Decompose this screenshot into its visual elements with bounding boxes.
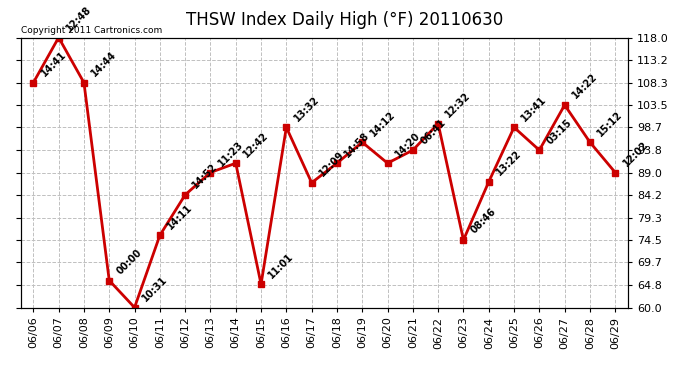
- Text: 13:41: 13:41: [520, 94, 549, 123]
- Text: 03:15: 03:15: [545, 117, 574, 146]
- Text: 10:31: 10:31: [140, 274, 169, 303]
- Text: 12:42: 12:42: [241, 130, 270, 159]
- Text: 14:22: 14:22: [570, 72, 599, 101]
- Text: 14:44: 14:44: [90, 50, 119, 78]
- Text: THSW Index Daily High (°F) 20110630: THSW Index Daily High (°F) 20110630: [186, 11, 504, 29]
- Text: 13:22: 13:22: [494, 148, 523, 178]
- Text: 12:09: 12:09: [317, 150, 346, 178]
- Text: 14:12: 14:12: [368, 109, 397, 138]
- Text: 11:01: 11:01: [266, 251, 295, 280]
- Text: 00:00: 00:00: [115, 248, 144, 276]
- Text: 12:02: 12:02: [621, 140, 650, 168]
- Text: 14:41: 14:41: [39, 50, 68, 78]
- Text: 12:48: 12:48: [64, 4, 93, 33]
- Text: Copyright 2011 Cartronics.com: Copyright 2011 Cartronics.com: [21, 26, 162, 35]
- Text: 12:32: 12:32: [444, 90, 473, 120]
- Text: 14:20: 14:20: [393, 130, 422, 159]
- Text: 08:46: 08:46: [469, 207, 498, 236]
- Text: 14:11: 14:11: [166, 202, 195, 231]
- Text: 14:52: 14:52: [190, 162, 219, 190]
- Text: 14:58: 14:58: [342, 130, 372, 159]
- Text: 15:12: 15:12: [595, 109, 624, 138]
- Text: 11:23: 11:23: [216, 140, 245, 168]
- Text: 06:41: 06:41: [418, 117, 447, 146]
- Text: 13:32: 13:32: [292, 94, 321, 123]
